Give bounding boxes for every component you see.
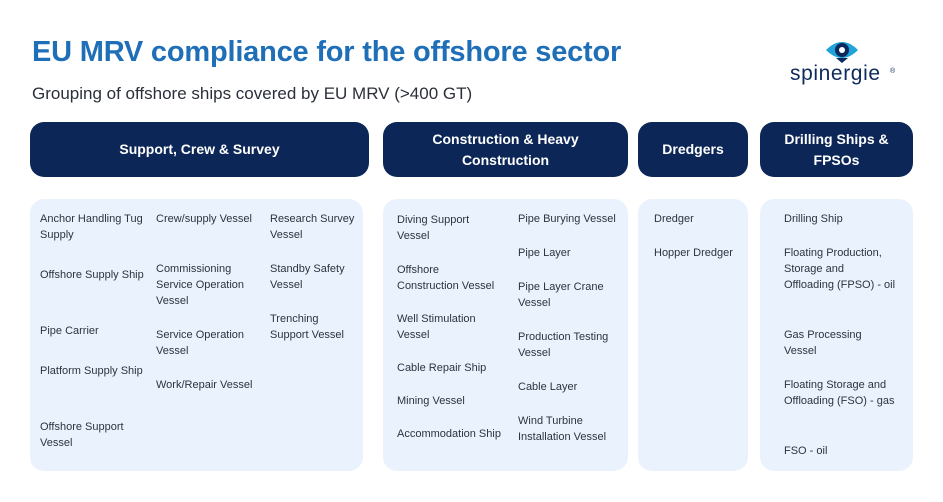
header-dredgers: Dredgers (638, 122, 748, 177)
list-item: Offshore Supply Ship (40, 269, 144, 281)
spinergie-logo: spinergie ® (786, 38, 902, 90)
list-item: Mining Vessel (397, 395, 465, 407)
list-item: Anchor Handling Tug Supply (40, 213, 143, 241)
list-item: Production Testing Vessel (518, 331, 609, 359)
list-item: Pipe Burying Vessel (518, 213, 616, 225)
panel-construction: Diving Support Vessel Offshore Construct… (383, 199, 628, 471)
list-item: Well Stimulation Vessel (397, 313, 476, 341)
list-item: Trenching Support Vessel (270, 313, 344, 341)
list-item: Floating Production, Storage and Offload… (784, 247, 896, 291)
logo-text: spinergie (790, 62, 881, 85)
list-item: Crew/supply Vessel (156, 213, 252, 225)
list-item: Pipe Layer Crane Vessel (518, 281, 604, 309)
list-item: Drilling Ship (784, 213, 843, 225)
page-subtitle: Grouping of offshore ships covered by EU… (32, 84, 473, 103)
list-item: Pipe Carrier (40, 325, 99, 337)
panel-dredgers: Dredger Hopper Dredger (638, 199, 748, 471)
header-construction: Construction & Heavy Construction (383, 122, 628, 177)
panel-support-crew-survey: Anchor Handling Tug Supply Offshore Supp… (30, 199, 363, 471)
panel-drilling-fpsos: Drilling Ship Floating Production, Stora… (760, 199, 913, 471)
list-item: Offshore Support Vessel (40, 421, 124, 449)
list-item: Dredger (654, 213, 694, 225)
list-item: Floating Storage and Offloading (FSO) - … (784, 379, 895, 407)
list-item: Work/Repair Vessel (156, 379, 253, 391)
list-item: Accommodation Ship (397, 428, 501, 440)
logo-registered-mark: ® (890, 68, 896, 75)
list-item: Gas Processing Vessel (784, 329, 862, 357)
header-drilling-fpsos: Drilling Ships & FPSOs (760, 122, 913, 177)
list-item: Service Operation Vessel (156, 329, 245, 357)
list-item: Offshore Construction Vessel (397, 264, 495, 292)
list-item: Standby Safety Vessel (270, 263, 345, 291)
eye-logo-icon (826, 42, 858, 63)
list-item: Diving Support Vessel (397, 214, 470, 242)
list-item: Pipe Layer (518, 247, 571, 259)
list-item: Wind Turbine Installation Vessel (518, 415, 607, 443)
list-item: Commissioning Service Operation Vessel (156, 263, 245, 307)
list-item: Research Survey Vessel (270, 213, 355, 241)
list-item: Hopper Dredger (654, 247, 733, 259)
page-title: EU MRV compliance for the offshore secto… (32, 36, 622, 68)
list-item: Platform Supply Ship (40, 365, 143, 377)
list-item: FSO - oil (784, 445, 828, 457)
list-item: Cable Layer (518, 381, 578, 393)
header-support-crew-survey: Support, Crew & Survey (30, 122, 369, 177)
list-item: Cable Repair Ship (397, 362, 487, 374)
